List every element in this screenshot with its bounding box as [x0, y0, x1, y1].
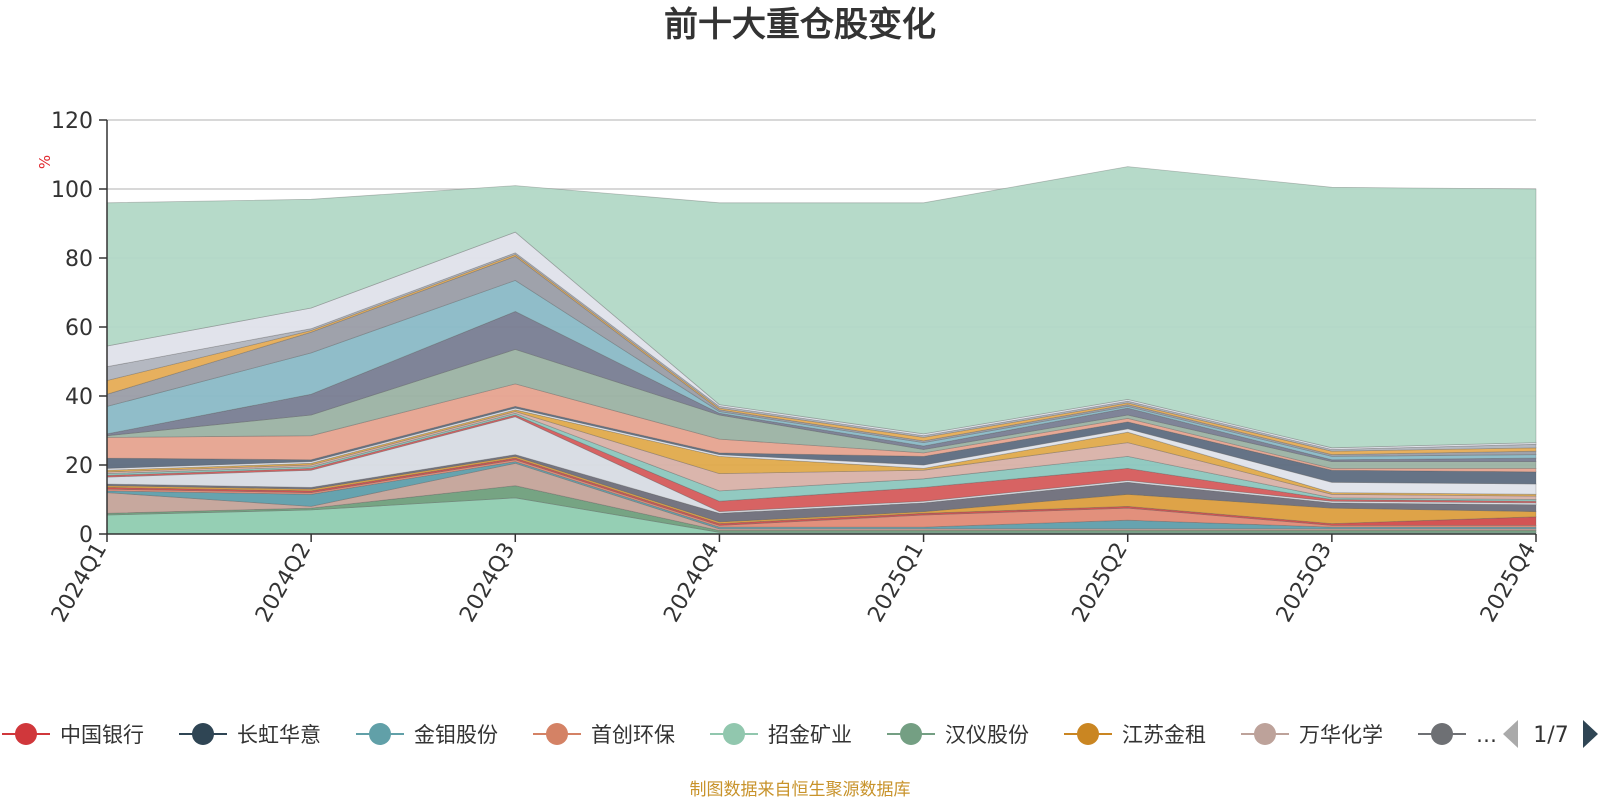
- legend-marker-icon: [15, 723, 37, 745]
- legend-label: 长虹华意: [237, 723, 321, 747]
- area-series: [106, 462, 1537, 531]
- legend-next-icon[interactable]: [1583, 720, 1598, 748]
- legend-item[interactable]: 长虹华意: [179, 723, 321, 747]
- area-series: [106, 252, 1537, 452]
- legend-label: 招金矿业: [768, 723, 852, 747]
- x-tick-label: 2025Q2: [1068, 539, 1133, 627]
- x-tick-label: 2024Q1: [47, 539, 112, 627]
- x-tick-label: 2024Q2: [251, 539, 316, 627]
- x-tick-label: 2025Q3: [1272, 539, 1337, 627]
- area-series-group: [106, 166, 1537, 535]
- area-series: [106, 407, 1537, 495]
- legend-item[interactable]: …: [1418, 723, 1497, 747]
- legend-item[interactable]: 汉仪股份: [887, 723, 1029, 747]
- x-tick-label: 2025Q1: [863, 539, 928, 627]
- area-series: [106, 279, 1537, 461]
- legend-marker-icon: [1077, 723, 1099, 745]
- legend-label: 中国银行: [60, 723, 144, 747]
- area-series: [106, 166, 1537, 449]
- area-series: [106, 383, 1537, 473]
- y-tick-label: 40: [65, 385, 93, 410]
- legend-label: 万华化学: [1299, 723, 1383, 747]
- area-series: [106, 348, 1537, 469]
- legend-item[interactable]: 万华化学: [1241, 723, 1383, 747]
- area-series: [106, 409, 1537, 497]
- area-series: [106, 454, 1537, 523]
- area-series: [106, 254, 1537, 456]
- legend-marker-icon: [369, 723, 391, 745]
- x-axis-ticks: 2024Q1 2024Q2 2024Q3 2024Q4 2025Q1 2025Q2 2025…: [47, 534, 1541, 627]
- area-series: [106, 416, 1537, 514]
- y-tick-label: 60: [65, 316, 93, 341]
- legend-label: 江苏金租: [1122, 723, 1206, 747]
- legend-marker-icon: [723, 723, 745, 745]
- y-tick-label: 120: [51, 109, 93, 134]
- area-series: [106, 231, 1537, 450]
- y-axis-ticks: 0 20 40 60 80 100 120: [51, 109, 107, 548]
- legend-item[interactable]: 中国银行: [2, 723, 144, 747]
- legend-marker-icon: [1254, 723, 1276, 745]
- area-series: [106, 414, 1537, 513]
- x-tick-label: 2024Q4: [659, 539, 724, 627]
- legend-marker-icon: [192, 723, 214, 745]
- legend-label: 金钼股份: [414, 723, 498, 747]
- legend-marker-icon: [900, 723, 922, 745]
- legend-marker-icon: [546, 723, 568, 745]
- legend-label: 汉仪股份: [945, 723, 1029, 747]
- legend-label: 首创环保: [591, 723, 675, 747]
- x-tick-label: 2025Q4: [1476, 539, 1541, 627]
- x-tick-label: 2024Q3: [455, 539, 520, 627]
- chart-title: 前十大重仓股变化: [664, 5, 936, 45]
- area-series: [106, 412, 1537, 502]
- y-axis-unit: %: [36, 155, 54, 169]
- legend-marker-icon: [1431, 723, 1453, 745]
- legend[interactable]: 中国银行 长虹华意 金钼股份 首创环保 招金矿业 汉仪股份 江苏金租 万华化学 …: [2, 723, 1497, 747]
- y-tick-label: 20: [65, 454, 93, 479]
- area-series: [106, 461, 1537, 530]
- y-tick-label: 0: [79, 523, 93, 548]
- legend-item[interactable]: 江苏金租: [1064, 723, 1206, 747]
- area-series: [106, 405, 1537, 485]
- legend-item[interactable]: 金钼股份: [356, 723, 498, 747]
- area-series: [106, 255, 1537, 457]
- data-source-footer: 制图数据来自恒生聚源数据库: [690, 780, 911, 800]
- area-series: [106, 457, 1537, 526]
- legend-label: …: [1476, 723, 1497, 747]
- legend-pager[interactable]: 1/7: [1503, 720, 1598, 748]
- legend-page-indicator: 1/7: [1533, 723, 1568, 748]
- y-tick-label: 80: [65, 247, 93, 272]
- legend-item[interactable]: 招金矿业: [710, 723, 852, 747]
- legend-prev-icon[interactable]: [1503, 720, 1518, 748]
- legend-item[interactable]: 首创环保: [533, 723, 675, 747]
- area-series: [106, 455, 1537, 525]
- area-series: [106, 311, 1537, 462]
- area-series: [106, 411, 1537, 500]
- y-tick-label: 100: [51, 178, 93, 203]
